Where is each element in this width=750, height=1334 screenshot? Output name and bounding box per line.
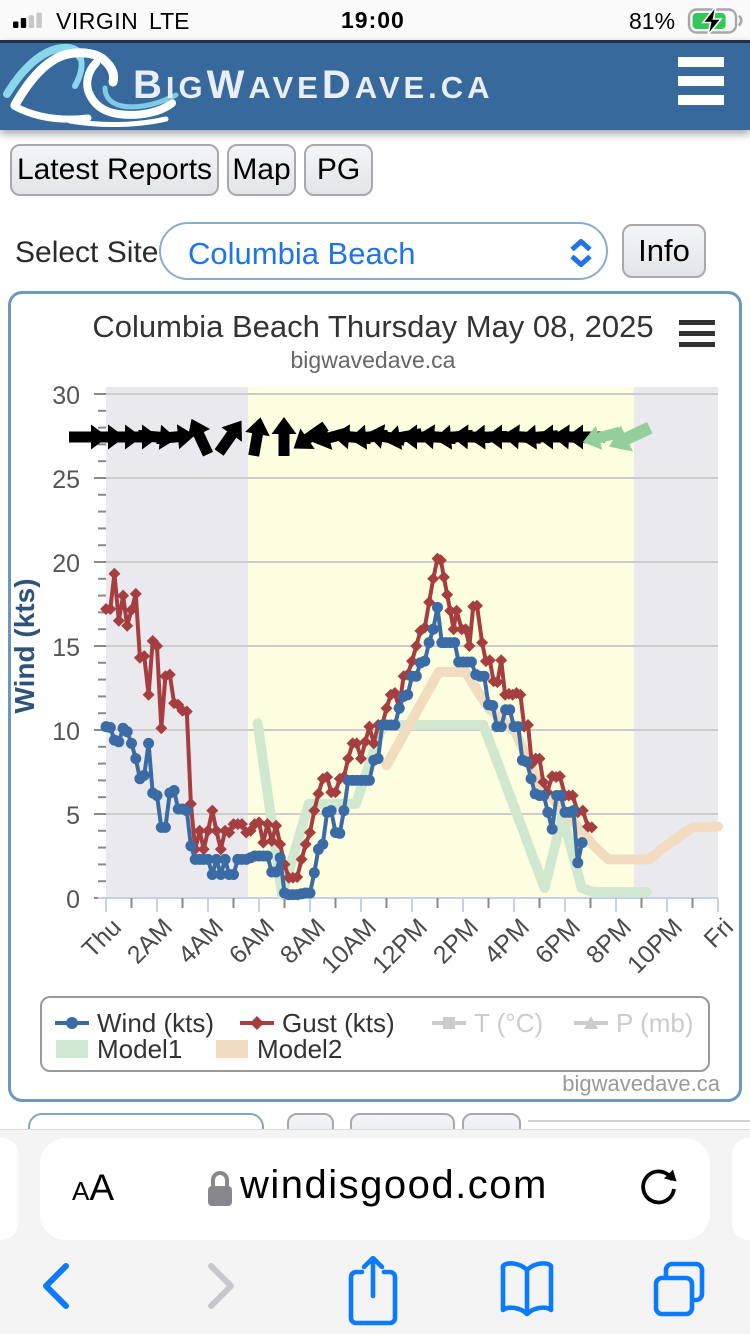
svg-text:Wind (kts): Wind (kts) xyxy=(97,1008,214,1038)
svg-text:P (mb): P (mb) xyxy=(616,1008,694,1038)
svg-text:15: 15 xyxy=(52,634,80,662)
svg-text:T (°C): T (°C) xyxy=(474,1008,543,1038)
svg-text:30: 30 xyxy=(52,382,80,410)
svg-text:Columbia Beach Thursday May 08: Columbia Beach Thursday May 08, 2025 xyxy=(92,309,653,344)
svg-text:10: 10 xyxy=(52,718,80,746)
svg-text:5: 5 xyxy=(66,802,80,830)
svg-text:10AM: 10AM xyxy=(316,913,382,979)
svg-text:Fri: Fri xyxy=(699,913,739,953)
svg-text:Model2: Model2 xyxy=(257,1034,342,1064)
svg-text:bigwavedave.ca: bigwavedave.ca xyxy=(562,1071,721,1096)
svg-text:12PM: 12PM xyxy=(367,913,433,979)
svg-text:20: 20 xyxy=(52,550,80,578)
svg-text:bigwavedave.ca: bigwavedave.ca xyxy=(291,347,456,373)
svg-text:2PM: 2PM xyxy=(428,913,484,969)
svg-text:4AM: 4AM xyxy=(173,913,229,969)
svg-text:4PM: 4PM xyxy=(479,913,535,969)
svg-text:6PM: 6PM xyxy=(530,913,586,969)
svg-text:Thu: Thu xyxy=(77,913,127,963)
svg-text:0: 0 xyxy=(66,886,80,914)
svg-text:Wind (kts): Wind (kts) xyxy=(9,578,40,713)
svg-text:Model1: Model1 xyxy=(97,1034,182,1064)
svg-text:6AM: 6AM xyxy=(224,913,280,969)
svg-text:2AM: 2AM xyxy=(122,913,178,969)
svg-text:10PM: 10PM xyxy=(622,913,688,979)
svg-text:25: 25 xyxy=(52,466,80,494)
svg-text:Gust (kts): Gust (kts) xyxy=(282,1008,395,1038)
